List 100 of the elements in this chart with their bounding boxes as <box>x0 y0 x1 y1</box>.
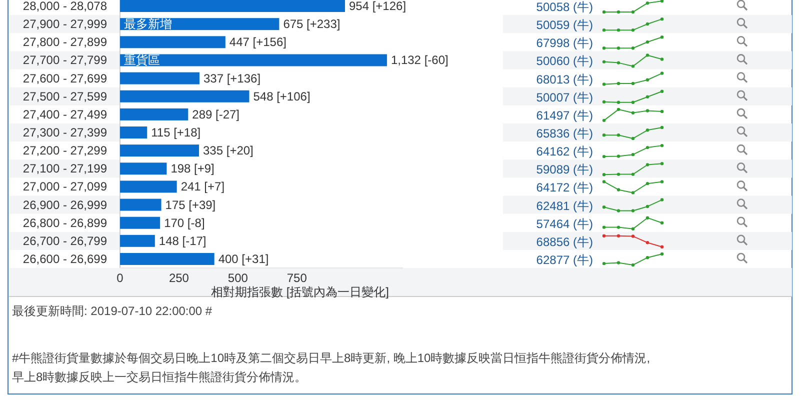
bar <box>120 108 188 120</box>
point <box>660 198 664 202</box>
point <box>616 82 620 86</box>
point <box>631 111 635 114</box>
point <box>646 241 650 244</box>
point <box>631 100 635 104</box>
point <box>646 256 650 260</box>
data-label: 335 [+20] <box>203 144 254 158</box>
point <box>616 133 620 137</box>
point <box>602 100 606 104</box>
data-label: 289 [-27] <box>192 107 240 122</box>
point <box>602 206 606 209</box>
text: 早上8時數據反映上一交易日恒指牛熊證街貨分佈情況。 <box>12 370 307 384</box>
data-label: 170 [-8] <box>164 216 205 230</box>
point <box>616 108 620 112</box>
text: 50007 (牛) <box>536 90 593 104</box>
point <box>616 154 620 158</box>
x-tick-label: 500 <box>228 270 248 285</box>
point <box>646 128 650 132</box>
y-tick-label: 26,900 - 26,999 <box>22 198 108 212</box>
point <box>646 182 650 186</box>
point <box>660 110 664 114</box>
bar <box>120 0 345 12</box>
x-tick-label: 0 <box>116 270 124 285</box>
point <box>602 82 606 86</box>
bar <box>120 252 214 265</box>
point <box>631 209 635 212</box>
point <box>646 216 650 220</box>
text: 50060 (牛) <box>536 54 593 68</box>
point <box>602 154 606 158</box>
point <box>631 136 635 140</box>
x-tick-label: 250 <box>168 270 190 285</box>
point <box>616 209 620 212</box>
point <box>660 221 664 224</box>
point <box>616 226 620 229</box>
point <box>646 54 650 57</box>
y-tick-label: 27,800 - 27,899 <box>22 35 108 50</box>
bar <box>120 72 200 84</box>
point <box>660 58 664 61</box>
point <box>602 173 606 176</box>
data-label: 175 [+39] <box>165 198 216 212</box>
point <box>631 191 635 194</box>
point <box>646 109 650 112</box>
point <box>660 126 664 130</box>
data-label: 198 [+9] <box>170 162 214 176</box>
point <box>631 263 635 267</box>
point <box>602 133 606 137</box>
y-tick-label: 27,000 - 27,099 <box>22 180 108 194</box>
text: 62481 (牛) <box>536 198 593 213</box>
data-label: 148 [-17] <box>158 234 206 248</box>
y-tick-label: 28,000 - 28,078 <box>22 0 108 13</box>
point <box>631 152 635 156</box>
point <box>660 245 664 249</box>
y-tick-label: 27,700 - 27,799 <box>22 53 108 68</box>
data-label: 548 [+106] <box>253 89 310 104</box>
text: 64172 (牛) <box>536 180 593 195</box>
point <box>631 172 635 176</box>
bar <box>120 144 200 157</box>
y-tick-label: 26,600 - 26,699 <box>22 252 108 266</box>
y-tick-label: 26,800 - 26,899 <box>22 216 108 230</box>
y-tick-label: 27,400 - 27,499 <box>22 107 108 122</box>
point <box>660 144 664 148</box>
annotation: 重貨區 <box>124 53 160 68</box>
point <box>631 64 635 68</box>
point <box>602 60 606 64</box>
point <box>602 118 606 122</box>
text: 57464 (牛) <box>536 216 593 231</box>
point <box>616 172 620 176</box>
text: 68856 (牛) <box>536 234 593 249</box>
point <box>616 188 620 192</box>
text: 68013 (牛) <box>536 72 593 86</box>
point <box>660 180 664 184</box>
text: 59089 (牛) <box>536 162 593 177</box>
point <box>660 252 664 256</box>
point <box>602 234 606 238</box>
bar <box>120 180 177 193</box>
text: 65836 (牛) <box>536 126 593 140</box>
point <box>602 262 606 266</box>
y-tick-label: 27,200 - 27,299 <box>22 144 108 158</box>
point <box>631 82 635 86</box>
point <box>602 180 606 184</box>
data-label: 400 [+31] <box>218 252 269 266</box>
data-label: 115 [+18] <box>151 125 201 140</box>
bar <box>120 126 148 138</box>
point <box>646 163 650 166</box>
point <box>616 261 620 264</box>
bar <box>120 216 160 229</box>
text: 50059 (牛) <box>536 18 593 32</box>
text: 62877 (牛) <box>536 252 593 267</box>
text: 67998 (牛) <box>536 36 593 50</box>
text: 50058 (牛) <box>536 0 593 14</box>
text: 61497 (牛) <box>536 108 593 122</box>
data-label: 447 [+156] <box>229 35 286 50</box>
annotation: 最多新增 <box>124 17 172 32</box>
point <box>660 90 664 93</box>
point <box>646 204 650 208</box>
y-tick-label: 27,100 - 27,199 <box>22 162 108 176</box>
x-axis-title: 相對期指張數 [括號內為一日變化] <box>210 284 390 299</box>
point <box>602 226 606 229</box>
bar <box>120 36 226 48</box>
